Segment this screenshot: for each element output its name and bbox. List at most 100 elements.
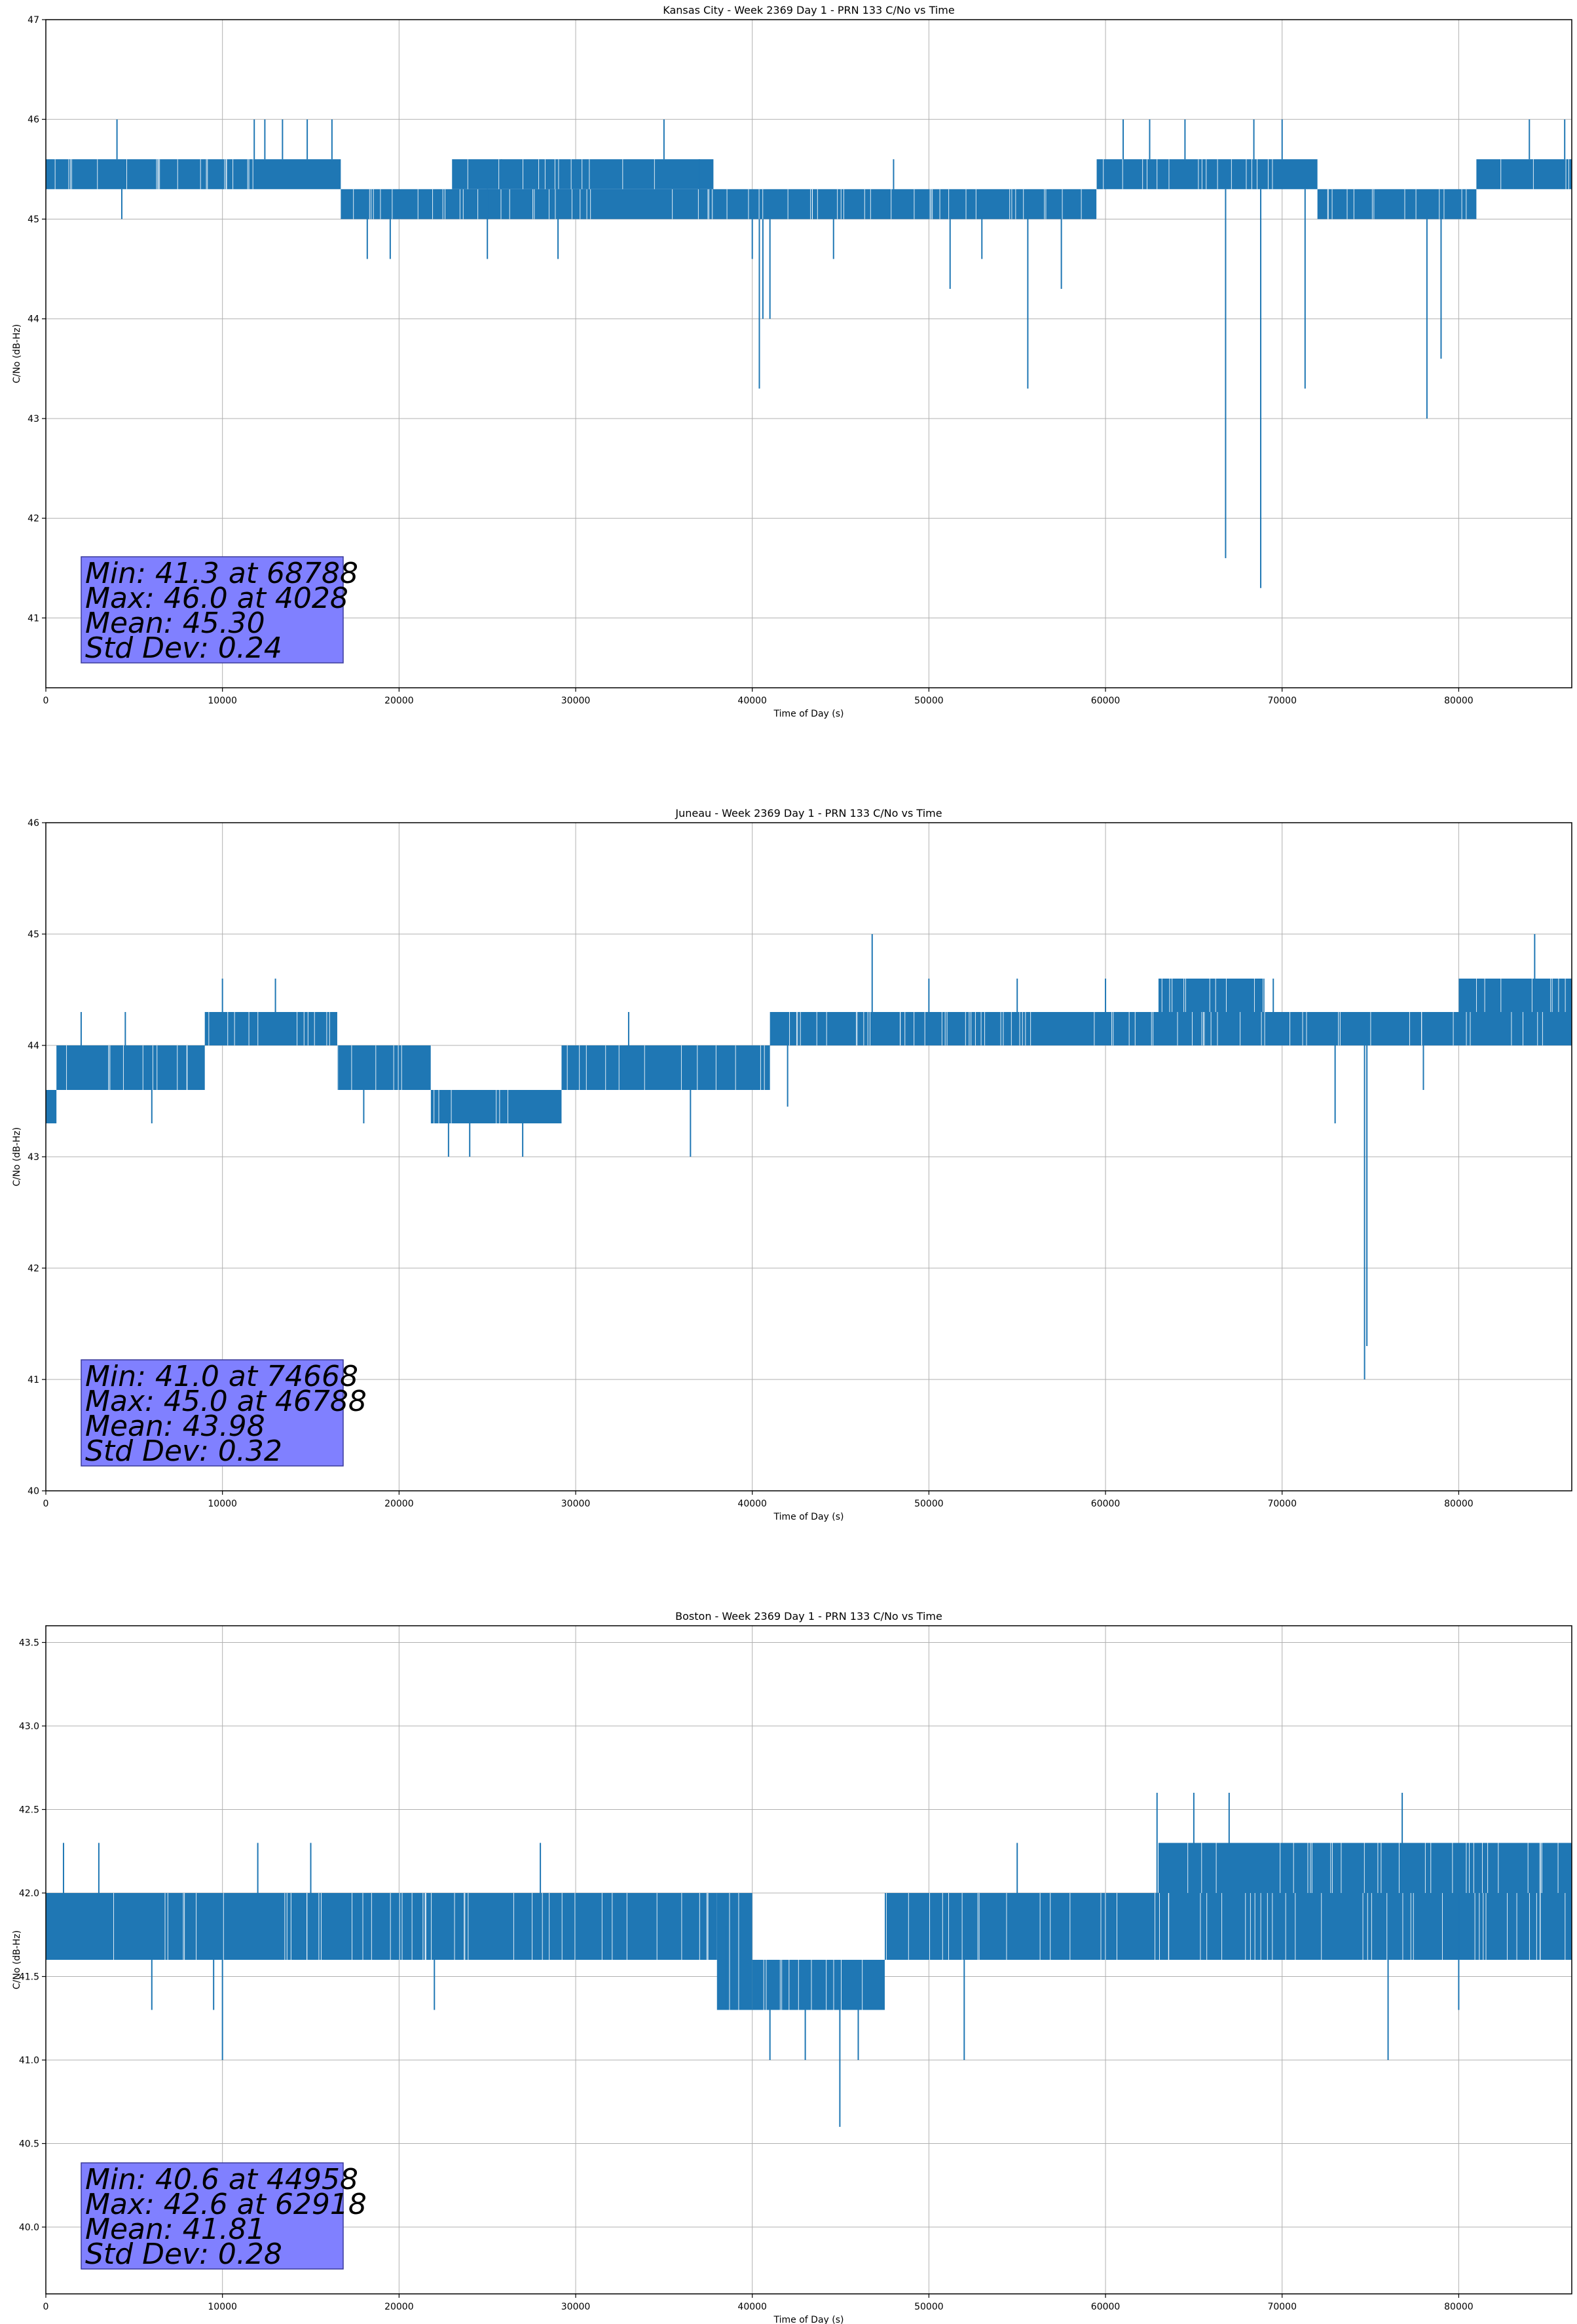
x-tick-label: 0 [43, 2302, 49, 2312]
series-gap [351, 1045, 352, 1090]
series-gap [284, 1893, 286, 1960]
series-gap [1466, 1012, 1467, 1045]
series-gap [1402, 1893, 1403, 1960]
series-gap [431, 1893, 432, 1960]
series-gap [1551, 979, 1553, 1012]
axes-frame [45, 1625, 1572, 2295]
x-axis-label: Time of Day (s) [773, 709, 844, 719]
series-gap [544, 159, 546, 189]
series-gap [1537, 1012, 1538, 1045]
series-gap [424, 1893, 426, 1960]
series-gap [499, 1090, 500, 1123]
chart-title: Kansas City - Week 2369 Day 1 - PRN 133 … [663, 4, 954, 16]
series-gap [432, 189, 434, 219]
series-gap [1217, 159, 1218, 189]
series-gap [601, 1893, 603, 1960]
series-gap [1159, 1893, 1160, 1960]
series-gap [318, 1893, 320, 1960]
x-tick-label: 40000 [737, 1499, 767, 1509]
series-gap [863, 1012, 864, 1045]
series-gap [781, 1960, 783, 2010]
y-tick-label: 45 [28, 929, 39, 940]
series-gap [1346, 189, 1348, 219]
series-gap [558, 159, 559, 189]
chart-panel-3: 0 10000 20000 30000 40000 50000 60000 70000 8000… [12, 1610, 1572, 2324]
series-gap [369, 189, 370, 219]
series-gap [1409, 1012, 1410, 1045]
series-gap [375, 1045, 377, 1090]
series-gap [303, 1012, 305, 1045]
y-tick-label: 41 [28, 1375, 39, 1385]
series-gap [398, 1045, 399, 1090]
series-gap [618, 1045, 620, 1090]
y-axis-label: C/No (dB-Hz) [12, 1127, 22, 1186]
series-1 [46, 119, 1572, 588]
x-tick-label: 20000 [384, 696, 414, 706]
series-gap [1398, 1843, 1400, 1893]
series-gap [1045, 189, 1047, 219]
series-gap [656, 1893, 658, 1960]
series-band [716, 1893, 752, 2010]
series-gap [224, 159, 225, 189]
x-tick-label: 70000 [1267, 1499, 1297, 1509]
series-gap [864, 189, 865, 219]
series-gap [538, 159, 540, 189]
y-tick-label: 41.5 [19, 1972, 39, 1983]
series-gap [758, 189, 760, 219]
series-gap [1011, 1012, 1012, 1045]
series-gap [1011, 189, 1012, 219]
series-gap [1327, 189, 1328, 219]
x-tick-label: 10000 [208, 2302, 237, 2312]
series-gap [788, 1960, 790, 2010]
series-gap [184, 1893, 185, 1960]
chart-panel-1: 0 10000 20000 30000 40000 50000 60000 70000 8000… [12, 4, 1572, 719]
series-gap [1430, 1843, 1432, 1893]
series-gap [227, 1012, 229, 1045]
x-tick-label: 10000 [208, 696, 237, 706]
series-gap [735, 1045, 736, 1090]
series-gap [411, 1893, 413, 1960]
series-gap [126, 159, 128, 189]
series-2 [46, 934, 1572, 1379]
series-gap [1469, 1843, 1470, 1893]
series-gap [1568, 159, 1569, 189]
stats-box [81, 1359, 344, 1467]
series-gap [1453, 1012, 1454, 1045]
series-band [46, 1090, 57, 1123]
series-gap [1183, 979, 1185, 1012]
x-tick-label: 60000 [1091, 2302, 1121, 2312]
series-gap [1069, 1893, 1071, 1960]
stats-line: Std Dev: 0.28 [85, 2238, 282, 2271]
series-gap [1111, 1012, 1112, 1045]
series-gap [1250, 1893, 1251, 1960]
series-gap [70, 159, 71, 189]
series-gap [314, 1012, 315, 1045]
series-gap [1142, 159, 1143, 189]
series-gap [68, 159, 69, 189]
series-gap [1500, 159, 1502, 189]
series-gap [1096, 189, 1098, 219]
series-gap [1134, 1012, 1136, 1045]
x-tick-label: 50000 [914, 2302, 944, 2312]
series-gap [234, 1012, 235, 1045]
series-gap [1221, 1893, 1223, 1960]
series-gap [1367, 1893, 1368, 1960]
series-gap [1338, 1012, 1339, 1045]
series-gap [1289, 1012, 1291, 1045]
series-gap [1532, 159, 1534, 189]
x-tick-label: 20000 [384, 2302, 414, 2312]
series-gap [826, 1012, 827, 1045]
series-gap [54, 159, 56, 189]
axes-frame [45, 19, 1572, 688]
series-gap [797, 1012, 798, 1045]
series-band [56, 1045, 205, 1090]
series-gap [856, 1012, 857, 1045]
stats-line: Std Dev: 0.24 [85, 631, 282, 665]
series-band [752, 1960, 885, 2010]
y-tick-label: 42.5 [19, 1805, 39, 1816]
series-gap [177, 159, 178, 189]
series-gap [159, 159, 160, 189]
series-gap [1103, 159, 1104, 189]
series-gap [566, 1045, 568, 1090]
